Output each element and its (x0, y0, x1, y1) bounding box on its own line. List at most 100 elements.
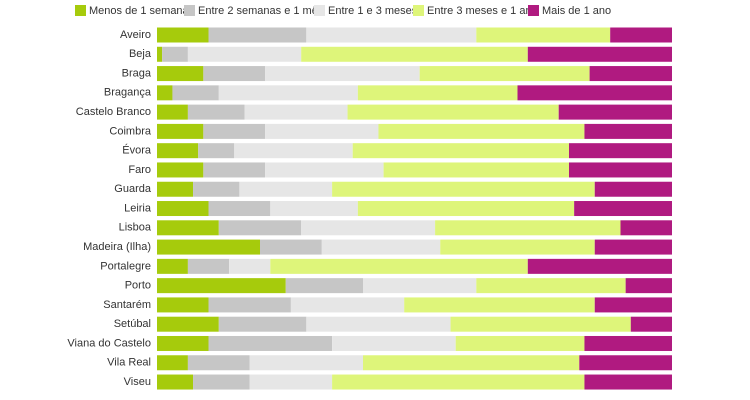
bar-segment (332, 374, 585, 390)
legend-label: Entre 2 semanas e 1 mês (198, 5, 324, 17)
bar-segment (157, 85, 173, 101)
bar-segment (569, 143, 672, 159)
bar-segment (157, 297, 209, 313)
bar-segment (198, 143, 235, 159)
legend-label: Menos de 1 semana (89, 5, 190, 17)
bar-segment (157, 374, 194, 390)
legend-label: Mais de 1 ano (542, 5, 611, 17)
bar-segment (157, 316, 219, 332)
legend-swatch (184, 5, 195, 16)
bar-segment (306, 316, 451, 332)
bar-segment (579, 355, 672, 371)
bar-segment (249, 355, 363, 371)
bar-segment (301, 46, 528, 62)
bar-segment (625, 278, 672, 294)
bar-segment (363, 355, 580, 371)
bar-segment (244, 104, 348, 120)
bar-segment (265, 123, 379, 139)
bar-segment (440, 239, 595, 255)
bar-segment (157, 355, 188, 371)
bar-segment (357, 201, 575, 217)
bar-segment (187, 104, 245, 120)
bar-segment (594, 239, 672, 255)
bar-segment (229, 258, 271, 274)
bar-segment (321, 239, 441, 255)
bar-segment (594, 297, 672, 313)
bar-segment (610, 27, 672, 43)
bar-segment (187, 258, 230, 274)
legend-swatch (528, 5, 539, 16)
bar-segment (157, 181, 194, 197)
bar-segment (157, 46, 163, 62)
bar-segment (476, 27, 611, 43)
bar-segment (208, 297, 291, 313)
bar-segment (352, 143, 569, 159)
bar-segment (574, 201, 672, 217)
bar-segment (363, 278, 477, 294)
bar-segment (203, 162, 266, 178)
bar-segment (285, 278, 363, 294)
bar-segment (187, 46, 302, 62)
bar-segment (450, 316, 631, 332)
y-tick-label: Coimbra (109, 125, 151, 137)
bar-segment (584, 123, 672, 139)
bar-segment (630, 316, 672, 332)
bar-segment (218, 220, 302, 236)
bar-segment (172, 85, 219, 101)
y-tick-label: Évora (122, 144, 152, 157)
bar-segment (193, 374, 250, 390)
bar-segment (383, 162, 569, 178)
bar-segment (157, 220, 219, 236)
y-tick-label: Leiria (124, 202, 152, 214)
bar-segment (569, 162, 672, 178)
bar-segment (265, 162, 384, 178)
bar-segment (162, 46, 188, 62)
bar-segment (193, 181, 240, 197)
bar-segment (208, 27, 307, 43)
bar-segment (589, 66, 672, 82)
bar-segment (527, 258, 672, 274)
bar-segment (357, 85, 518, 101)
bar-segment (301, 220, 436, 236)
bar-segment (527, 46, 672, 62)
y-tick-label: Guarda (114, 183, 152, 195)
bar-segment (584, 335, 672, 351)
bar-segment (476, 278, 626, 294)
bar-segment (265, 66, 420, 82)
bar-segment (218, 85, 358, 101)
bar-segment (347, 104, 559, 120)
bar-segment (157, 27, 209, 43)
bar-segment (234, 143, 353, 159)
y-tick-label: Lisboa (119, 222, 152, 234)
y-tick-label: Faro (128, 164, 151, 176)
y-tick-label: Viana do Castelo (67, 337, 151, 349)
bar-segment (208, 335, 333, 351)
bar-segment (157, 239, 260, 255)
y-tick-label: Bragança (104, 87, 152, 99)
y-tick-label: Portalegre (100, 260, 151, 272)
y-tick-label: Setúbal (114, 318, 151, 330)
bar-segment (203, 66, 266, 82)
bar-segment (239, 181, 333, 197)
bar-segment (157, 66, 204, 82)
bar-segment (404, 297, 595, 313)
bar-segment (218, 316, 307, 332)
bar-segment (332, 335, 456, 351)
y-tick-label: Santarém (103, 299, 151, 311)
y-tick-label: Porto (125, 280, 151, 292)
bar-segment (157, 201, 209, 217)
legend-swatch (314, 5, 325, 16)
y-tick-label: Aveiro (120, 29, 151, 41)
y-tick-label: Vila Real (107, 357, 151, 369)
bar-segment (203, 123, 266, 139)
bar-segment (435, 220, 621, 236)
y-tick-label: Castelo Branco (76, 106, 151, 118)
bar-segment (157, 143, 199, 159)
bar-segment (290, 297, 405, 313)
legend-label: Entre 1 e 3 meses (328, 5, 418, 17)
bar-segment (157, 335, 209, 351)
bar-segment (584, 374, 672, 390)
bar-segment (157, 162, 204, 178)
y-tick-label: Braga (122, 67, 152, 79)
